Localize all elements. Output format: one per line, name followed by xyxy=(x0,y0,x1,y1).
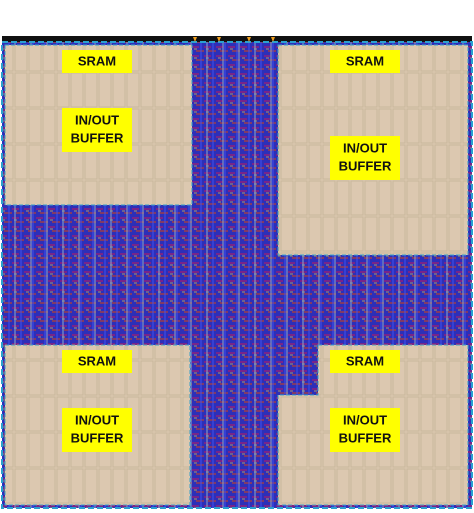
buffer-label-box xyxy=(330,408,400,452)
top-bar xyxy=(2,36,472,42)
buffer-label: BUFFER xyxy=(71,130,124,145)
buffer-label: BUFFER xyxy=(339,430,392,445)
buffer-label-box xyxy=(62,408,132,452)
pin xyxy=(247,37,251,42)
pin xyxy=(193,37,197,42)
sram-label: SRAM xyxy=(78,53,116,68)
sram-label-box xyxy=(330,350,400,373)
buffer-label: IN/OUT xyxy=(75,112,119,127)
sram-label-box xyxy=(62,50,132,73)
sram-label: SRAM xyxy=(346,53,384,68)
chip-outline xyxy=(1,41,473,509)
buffer-label: BUFFER xyxy=(339,158,392,173)
sram-label: SRAM xyxy=(346,353,384,368)
sram-label-box xyxy=(330,50,400,73)
sram-label: SRAM xyxy=(78,353,116,368)
buffer-label-box xyxy=(62,108,132,152)
pin xyxy=(217,37,221,42)
buffer-label: IN/OUT xyxy=(75,412,119,427)
pins xyxy=(193,37,275,42)
buffer-label: BUFFER xyxy=(71,430,124,445)
sram-label-box xyxy=(62,350,132,373)
buffer-label: IN/OUT xyxy=(343,412,387,427)
pin xyxy=(271,37,275,42)
buffer-label: IN/OUT xyxy=(343,140,387,155)
buffer-label-box xyxy=(330,136,400,180)
